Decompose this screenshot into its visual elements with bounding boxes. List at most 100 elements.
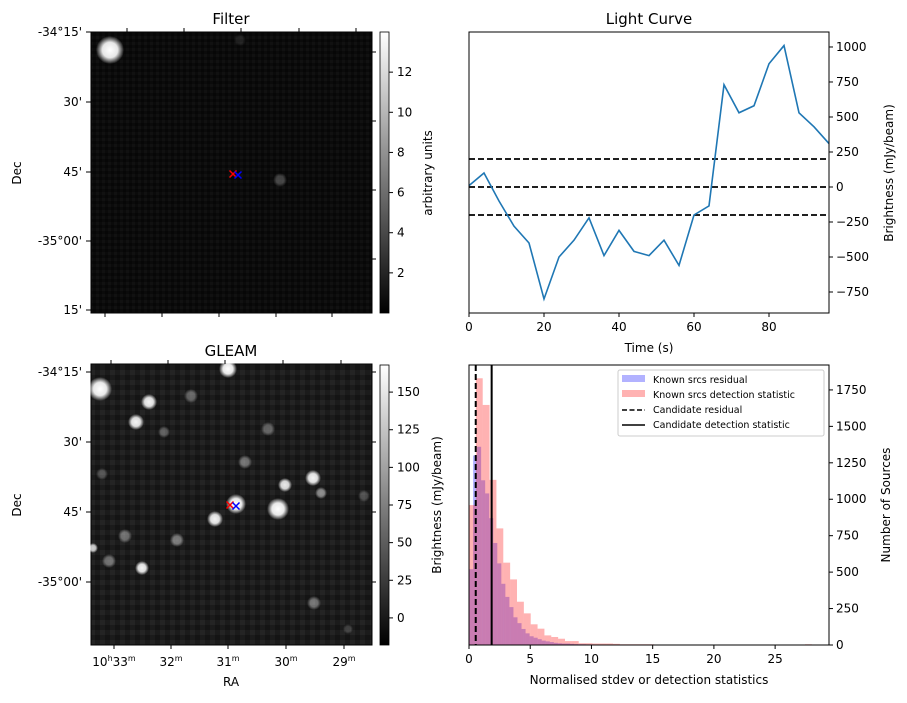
y-tick-label: −750 [836,285,869,299]
source-blob [96,468,108,480]
source-blob [267,498,289,520]
colorbar-tick-label: 4 [397,226,405,240]
ra-tick-label: 30m [274,654,297,669]
source-blob [305,470,321,486]
colorbar-tick-label: 125 [397,423,420,437]
detection-bar [524,613,531,645]
x-tick-label: 5 [526,652,534,666]
y-tick-label: 1500 [836,419,867,433]
x-tick-label: 60 [686,320,701,334]
y-tick-label: 1000 [836,492,867,506]
source-blob [184,389,198,403]
light-curve-axes [469,32,829,313]
dec-tick-label: -35°00' [38,575,82,589]
dec-tick-label: 15' [63,303,82,317]
y-tick-label: 1000 [836,40,867,54]
histogram-xlabel: Normalised stdev or detection statistics [530,673,769,687]
ra-tick-label: 10h33m [92,654,136,669]
colorbar-tick-label: 100 [397,460,420,474]
y-tick-label: 250 [836,602,859,616]
source-blob [261,422,275,436]
x-tick-label: 15 [645,652,660,666]
y-tick-label: 1750 [836,383,867,397]
source-blob [315,487,327,499]
colorbar-tick-label: 25 [397,573,412,587]
source-blob [135,561,149,575]
light-curve-ylabel: Brightness (mJy/beam) [882,104,896,242]
y-tick-label: 500 [836,110,859,124]
gleam-ylabel: Dec [10,493,24,516]
source-blob [141,394,157,410]
detection-bar [572,641,579,645]
y-tick-label: 500 [836,565,859,579]
detection-bar [538,629,545,645]
detection-bar [476,378,483,645]
source-blob [238,455,252,469]
detection-bar [551,637,558,645]
source-blob [207,511,223,527]
gleam-title: GLEAM [205,342,258,360]
light-curve-xlabel: Time (s) [624,341,674,355]
detection-bar [565,641,572,645]
y-tick-label: 750 [836,529,859,543]
dec-tick-label: 45' [63,505,82,519]
source-blob [96,36,124,64]
source-blob [128,414,144,430]
x-tick-label: 20 [706,652,721,666]
dec-tick-label: 30' [63,435,82,449]
y-tick-label: 0 [836,638,844,652]
x-tick-label: 40 [611,320,626,334]
colorbar-tick-label: 6 [397,186,405,200]
filter-colorbar-label: arbitrary units [421,130,435,216]
detection-bar [558,639,565,645]
x-tick-label: 0 [465,652,473,666]
colorbar-tick-label: 2 [397,266,405,280]
filter-ylabel: Dec [10,161,24,184]
detection-bar [517,602,524,645]
x-tick-label: 80 [761,320,776,334]
y-tick-label: −250 [836,215,869,229]
colorbar-tick-label: 50 [397,536,412,550]
x-tick-label: 10 [584,652,599,666]
ra-tick-label: 31m [216,654,239,669]
x-tick-label: 25 [767,652,782,666]
colorbar-tick-label: 8 [397,145,405,159]
detection-bar [531,624,538,645]
source-blob [234,34,246,46]
source-blob [273,173,287,187]
y-tick-label: 1250 [836,456,867,470]
gleam-colorbar-label: Brightness (mJy/beam) [430,436,444,574]
x-tick-label: 0 [465,320,473,334]
detection-bar [490,480,497,645]
y-tick-label: 0 [836,180,844,194]
legend-label-candidate-residual: Candidate residual [653,405,742,416]
histogram-legend: Known srcs residual Known srcs detection… [618,370,824,436]
colorbar-tick-label: 0 [397,611,405,625]
colorbar-tick-label: 150 [397,385,420,399]
filter-colorbar [380,32,389,313]
dec-tick-label: 30' [63,95,82,109]
source-blob [158,426,170,438]
dec-tick-label: -34°15' [38,25,82,39]
dec-tick-label: 45' [63,165,82,179]
source-blob [219,360,237,378]
y-tick-label: 250 [836,145,859,159]
colorbar-tick-label: 12 [397,65,412,79]
source-blob [118,529,132,543]
dec-tick-label: -34°15' [38,365,82,379]
y-tick-label: 750 [836,75,859,89]
light-curve-line [469,46,829,299]
source-blob [307,596,321,610]
source-blob [343,624,353,634]
detection-bar [483,405,490,645]
ra-tick-label: 29m [332,654,355,669]
detection-bar [510,579,517,645]
legend-label-candidate-detection: Candidate detection statistic [653,420,790,431]
source-blob [102,554,116,568]
histogram-ylabel: Number of Sources [879,448,893,563]
detection-bar [503,563,510,645]
legend-swatch-detection [622,390,645,397]
